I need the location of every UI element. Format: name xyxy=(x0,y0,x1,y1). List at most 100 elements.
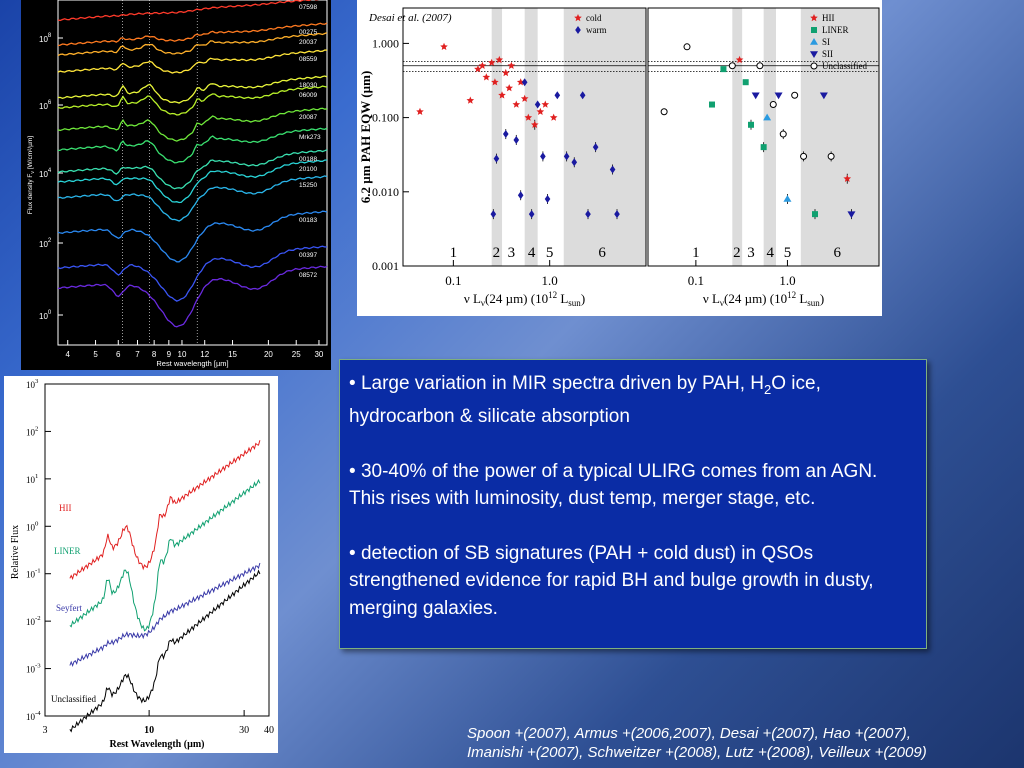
data-point xyxy=(720,66,727,73)
rf-xtick-label: 30 xyxy=(239,725,249,736)
rf-label-HII: HII xyxy=(59,503,72,513)
spectra-xtick-label: 5 xyxy=(93,350,98,359)
spectrum-00397 xyxy=(57,245,328,302)
spectrum-label-07598: 07598 xyxy=(299,4,317,11)
rf-series-LINER xyxy=(69,478,261,632)
spectra-xtick-label: 10 xyxy=(178,350,187,359)
data-point xyxy=(549,113,558,121)
eqw-xtick-label: 0.1 xyxy=(445,273,461,288)
data-point xyxy=(756,62,764,70)
data-point xyxy=(478,61,487,69)
spectrum-label-08572: 08572 xyxy=(299,272,317,279)
data-point xyxy=(534,100,541,109)
data-point xyxy=(763,113,772,121)
spectrum-Mrk273 xyxy=(57,127,328,164)
data-point xyxy=(531,120,539,128)
spectrum-label-20087: 20087 xyxy=(299,114,317,121)
spectra-xtick-label: 30 xyxy=(314,350,323,359)
eqw-ytick-label: 0.001 xyxy=(372,259,399,273)
eqw-ytick-label: 0.010 xyxy=(372,185,399,199)
data-point xyxy=(660,108,668,116)
eqw-ytick-label: 1.000 xyxy=(372,36,399,50)
lum-bin-2: 2 xyxy=(493,245,501,261)
bullet-2: • 30-40% of the power of a typical ULIRG… xyxy=(349,460,878,510)
data-point xyxy=(735,55,744,64)
data-point xyxy=(502,68,510,77)
legend-marker xyxy=(810,38,818,45)
lum-bin-2: 2 xyxy=(733,245,741,261)
data-point xyxy=(482,73,491,81)
data-point xyxy=(536,107,545,115)
data-point xyxy=(760,144,767,151)
bullet-3-text: detection of SB signatures (PAH + cold d… xyxy=(349,542,874,619)
rf-label-LINER: LINER xyxy=(54,546,81,556)
data-point xyxy=(541,100,550,108)
relative-flux-svg: 103 102 101 100 10-1 10-2 10-3 10-43 10 30 40 Rest … xyxy=(10,378,274,750)
lum-bin-5: 5 xyxy=(784,245,792,261)
lum-bin-6: 6 xyxy=(598,245,606,261)
data-point xyxy=(491,78,499,86)
spectra-ytick-label: 102 xyxy=(39,238,52,249)
spectrum-label-Mrk273: Mrk273 xyxy=(299,134,321,141)
rf-series-Unclassified xyxy=(69,569,261,733)
data-point xyxy=(748,121,755,128)
spectra-chart: 4 5 6 7 8 9 10 12 15 20 25 30 Rest wavelength [µm] 10… xyxy=(21,0,331,370)
legend-label: LINER xyxy=(822,25,849,35)
data-point xyxy=(585,210,591,219)
data-point xyxy=(812,211,819,218)
spectrum-label-15250: 15250 xyxy=(299,182,317,189)
spectrum-label-00188: 00188 xyxy=(299,156,317,163)
legend-marker xyxy=(810,51,818,58)
data-point xyxy=(783,194,792,202)
eqw-xlabel: ν Lν(24 µm) (1012 Lsun) xyxy=(703,290,824,308)
rf-ytick-label: 10-2 xyxy=(26,615,41,627)
eqw-xtick-label: 1.0 xyxy=(779,273,795,288)
legend-marker xyxy=(810,14,818,22)
data-point xyxy=(769,101,777,109)
data-point xyxy=(502,130,509,139)
legend-label: HII xyxy=(822,13,835,23)
spectra-xtick-label: 8 xyxy=(152,350,157,359)
data-point xyxy=(683,43,691,51)
spectrum-20100 xyxy=(57,159,328,204)
eqw-ytick-label: 0.100 xyxy=(372,111,399,125)
eqw-frame-1 xyxy=(647,7,880,267)
data-point xyxy=(774,92,783,100)
lum-bin-shade xyxy=(732,8,743,266)
spectra-svg: 4 5 6 7 8 9 10 12 15 20 25 30 Rest wavelength [µm] 10… xyxy=(27,0,328,368)
rf-xlabel: Rest Wavelength (µm) xyxy=(109,739,204,750)
data-point xyxy=(708,101,715,108)
legend-label: Unclassified xyxy=(822,61,867,71)
spectra-ylabel: Flux density Fν [W/cm²/µm] xyxy=(27,136,36,214)
spectra-xtick-label: 15 xyxy=(228,350,237,359)
spectra-xtick-label: 25 xyxy=(292,350,301,359)
bullet-1-text-a: Large variation in MIR spectra driven by… xyxy=(360,373,764,394)
rf-ytick-label: 10-3 xyxy=(26,663,41,675)
relative-flux-chart: 103 102 101 100 10-1 10-2 10-3 10-4 3 10 30 40 Rest … xyxy=(4,376,278,753)
eqw-xtick-label: 0.1 xyxy=(688,273,704,288)
data-point xyxy=(416,107,424,115)
spectrum-20037 xyxy=(57,32,328,57)
lum-bin-shade xyxy=(524,8,538,266)
data-point xyxy=(487,58,496,66)
rf-frame xyxy=(44,383,270,717)
data-point xyxy=(507,61,516,69)
lum-bin-shade xyxy=(800,8,879,266)
references-line-2: Imanishi +(2007), Schweitzer +(2008), Lu… xyxy=(467,744,927,761)
spectra-xtick-label: 12 xyxy=(200,350,209,359)
data-point xyxy=(474,65,482,73)
data-point xyxy=(819,92,828,100)
rf-xtick-label: 10 xyxy=(144,725,154,736)
data-point xyxy=(520,94,529,102)
bullet-1: • Large variation in MIR spectra driven … xyxy=(349,373,821,428)
lum-bin-1: 1 xyxy=(450,245,458,261)
lum-bin-5: 5 xyxy=(546,245,554,261)
spectra-xtick-label: 6 xyxy=(116,350,121,359)
spectrum-08572 xyxy=(57,265,328,328)
rf-ylabel: Relative Flux xyxy=(10,525,21,579)
references: Spoon +(2007), Armus +(2006,2007), Desai… xyxy=(467,724,1017,762)
spectrum-08559 xyxy=(57,49,328,74)
spectra-ytick-label: 108 xyxy=(39,33,52,44)
lum-bin-6: 6 xyxy=(834,245,842,261)
data-point xyxy=(728,62,736,70)
